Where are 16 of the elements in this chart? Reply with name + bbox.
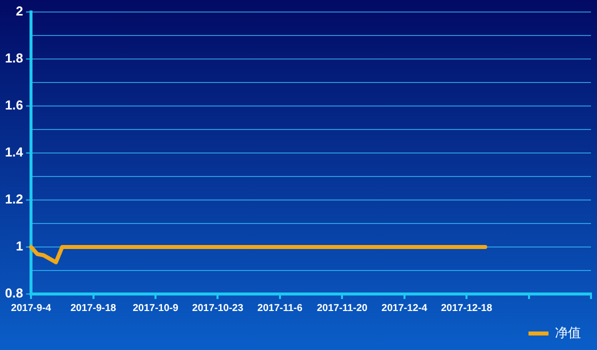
legend-label: 净值 — [555, 326, 581, 341]
y-tick-label: 1.6 — [4, 98, 24, 113]
y-tick-label: 1.2 — [4, 192, 24, 207]
y-tick-label: 1.8 — [4, 50, 24, 66]
y-tick-label: 2 — [16, 4, 24, 19]
y-tick-label: 1.4 — [4, 144, 24, 160]
x-tick-label: 2017-9-4 — [11, 302, 52, 314]
y-tick-label: 0.8 — [4, 286, 24, 301]
x-tick-label: 2017-10-23 — [192, 302, 244, 314]
x-tick-label: 2017-11-20 — [316, 302, 368, 314]
y-tick-label: 1 — [16, 238, 24, 254]
x-tick-label: 2017-10-9 — [132, 302, 179, 314]
x-tick-label: 2017-9-18 — [70, 302, 117, 314]
x-tick-label: 2017-12-4 — [382, 302, 428, 314]
x-tick-label: 2017-11-6 — [257, 302, 303, 314]
x-tick-label: 2017-12-18 — [440, 302, 493, 314]
